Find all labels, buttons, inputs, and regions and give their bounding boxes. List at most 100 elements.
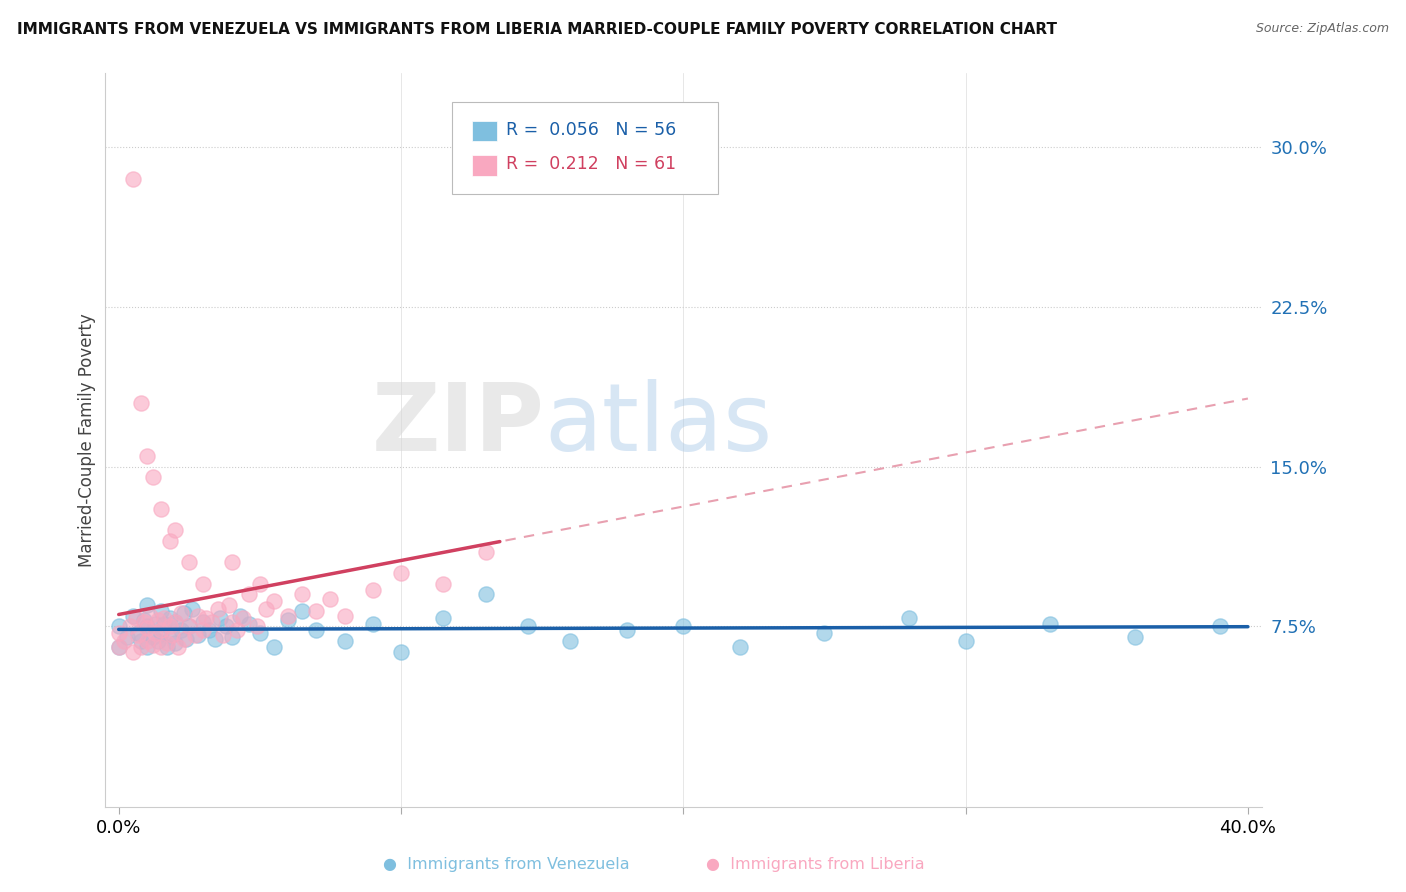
Point <box>121 645 143 659</box>
Point <box>107 625 129 640</box>
Point <box>127 628 149 642</box>
Point <box>1123 630 1146 644</box>
Point <box>204 632 226 646</box>
Point <box>107 640 129 655</box>
Point <box>813 625 835 640</box>
Point <box>305 624 328 638</box>
Point <box>1208 619 1230 633</box>
Point <box>121 608 143 623</box>
Point <box>560 634 582 648</box>
Point <box>226 624 249 638</box>
Point <box>142 470 165 484</box>
Point <box>167 640 190 655</box>
Point <box>246 619 269 633</box>
Point <box>209 610 232 624</box>
Point <box>170 607 193 621</box>
Point <box>181 602 204 616</box>
Point <box>361 582 384 597</box>
Point <box>195 610 218 624</box>
Point <box>150 502 173 516</box>
Text: ●  Immigrants from Venezuela: ● Immigrants from Venezuela <box>382 857 630 872</box>
Point <box>145 617 167 632</box>
Point <box>263 593 285 607</box>
Point <box>165 615 187 629</box>
Point <box>136 598 159 612</box>
Point <box>150 640 173 655</box>
Point <box>221 555 243 569</box>
Point <box>193 615 215 629</box>
Point <box>238 617 260 632</box>
Point <box>129 634 152 648</box>
Point <box>305 604 328 618</box>
Point <box>193 624 215 638</box>
Point <box>150 604 173 618</box>
Text: ●  Immigrants from Liberia: ● Immigrants from Liberia <box>706 857 925 872</box>
Point <box>333 634 356 648</box>
Point <box>221 630 243 644</box>
Point <box>165 524 187 538</box>
Point <box>361 617 384 632</box>
Point <box>129 396 152 410</box>
Point <box>118 619 141 633</box>
Point <box>124 610 146 624</box>
Point <box>672 619 695 633</box>
Point <box>955 634 977 648</box>
Point <box>159 619 181 633</box>
Point <box>389 645 412 659</box>
Point <box>319 591 342 606</box>
Point <box>291 604 314 618</box>
Point <box>150 625 173 640</box>
FancyBboxPatch shape <box>471 120 496 141</box>
Point <box>389 566 412 580</box>
Point <box>165 636 187 650</box>
Point <box>142 638 165 652</box>
Point <box>115 630 138 644</box>
Point <box>333 608 356 623</box>
Point <box>136 621 159 635</box>
Point <box>148 613 170 627</box>
Point <box>129 640 152 655</box>
Point <box>142 630 165 644</box>
Point <box>201 615 224 629</box>
Point <box>159 610 181 624</box>
Point <box>187 628 209 642</box>
Point <box>150 624 173 638</box>
Text: atlas: atlas <box>544 379 773 471</box>
Point <box>229 608 252 623</box>
Point <box>136 640 159 655</box>
Point <box>184 628 207 642</box>
Point <box>728 640 751 655</box>
Point <box>136 449 159 463</box>
Point <box>107 640 129 655</box>
Point <box>121 172 143 186</box>
Point <box>291 587 314 601</box>
Point <box>156 636 179 650</box>
Text: IMMIGRANTS FROM VENEZUELA VS IMMIGRANTS FROM LIBERIA MARRIED-COUPLE FAMILY POVER: IMMIGRANTS FROM VENEZUELA VS IMMIGRANTS … <box>17 22 1057 37</box>
Point <box>176 632 198 646</box>
Point <box>173 607 195 621</box>
Point <box>179 619 201 633</box>
Text: R =  0.212   N = 61: R = 0.212 N = 61 <box>506 155 676 173</box>
Point <box>249 625 271 640</box>
FancyBboxPatch shape <box>471 155 496 176</box>
Point <box>127 625 149 640</box>
Text: Source: ZipAtlas.com: Source: ZipAtlas.com <box>1256 22 1389 36</box>
Point <box>162 628 184 642</box>
Point <box>179 555 201 569</box>
Point <box>173 632 195 646</box>
Point <box>145 625 167 640</box>
Point <box>136 619 159 633</box>
Y-axis label: Married-Couple Family Poverty: Married-Couple Family Poverty <box>79 313 96 567</box>
Point <box>156 640 179 655</box>
Point <box>148 634 170 648</box>
Point <box>139 608 162 623</box>
Point <box>198 624 221 638</box>
Point <box>263 640 285 655</box>
Point <box>277 613 299 627</box>
Point <box>432 576 454 591</box>
Point <box>107 619 129 633</box>
Point <box>616 624 638 638</box>
Point <box>179 619 201 633</box>
Point <box>165 615 187 629</box>
Point <box>221 615 243 629</box>
